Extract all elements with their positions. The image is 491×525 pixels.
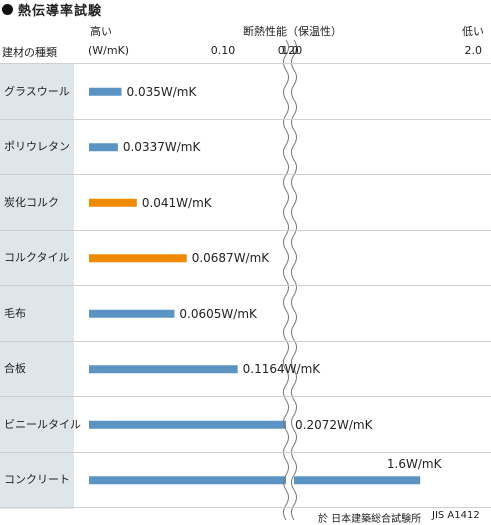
bar-5	[89, 365, 238, 374]
row-separator	[0, 285, 491, 286]
row-separator	[0, 174, 491, 175]
row-separator	[0, 396, 491, 397]
source-note: 於 日本建築総合試験所	[318, 514, 422, 525]
bullet-icon	[2, 3, 13, 15]
category-label: コンクリート	[4, 473, 70, 487]
row-separator	[0, 340, 491, 342]
category-label: 合板	[4, 362, 26, 376]
standard-note: JIS A1412	[432, 510, 480, 521]
bar-3	[89, 254, 187, 263]
x-tick-label: 1.0	[281, 44, 299, 57]
value-label: 0.0337W/mK	[122, 140, 201, 155]
row-separator	[0, 229, 491, 231]
bar-1	[89, 143, 118, 152]
axis-title: 断熱性能（保温性）	[243, 25, 342, 38]
chart-title: 熱伝導率試験	[18, 3, 103, 19]
value-label: 0.2072W/mK	[295, 417, 373, 432]
category-sidebar	[0, 63, 74, 509]
category-label: 毛布	[4, 306, 26, 320]
value-label: 0.041W/mK	[141, 195, 212, 210]
bar-0	[89, 87, 122, 96]
high-label: 高い	[90, 25, 112, 38]
bar-6	[89, 420, 290, 429]
bar-4	[89, 309, 175, 318]
value-label: 0.0605W/mK	[179, 306, 257, 321]
x-tick-label: 0.10	[210, 44, 236, 57]
bar-2	[89, 198, 137, 207]
category-label: コルクタイル	[4, 251, 70, 265]
bar-7	[89, 476, 421, 485]
category-label: グラスウール	[4, 84, 70, 98]
row-separator	[0, 118, 491, 120]
row-separator	[0, 507, 491, 508]
category-label: ビニールタイル	[4, 417, 81, 431]
row-separator	[0, 63, 491, 64]
value-label: 1.6W/mK	[386, 457, 442, 472]
row-separator	[0, 451, 491, 453]
low-label: 低い	[462, 25, 484, 38]
unit-label: (W/mK)	[88, 44, 130, 57]
x-tick-label: 0.20	[277, 44, 303, 57]
value-label: 0.035W/mK	[126, 84, 197, 99]
row-header: 建材の種類	[2, 46, 57, 59]
value-label: 0.0687W/mK	[191, 251, 270, 266]
chart-header: 熱伝導率試験	[2, 0, 103, 19]
category-label: 炭化コルク	[4, 195, 59, 209]
category-label: ポリウレタン	[4, 140, 70, 154]
value-label: 0.1164W/mK	[242, 362, 321, 377]
axis-break-gap	[286, 40, 294, 509]
x-tick-label: 2.0	[464, 44, 483, 57]
